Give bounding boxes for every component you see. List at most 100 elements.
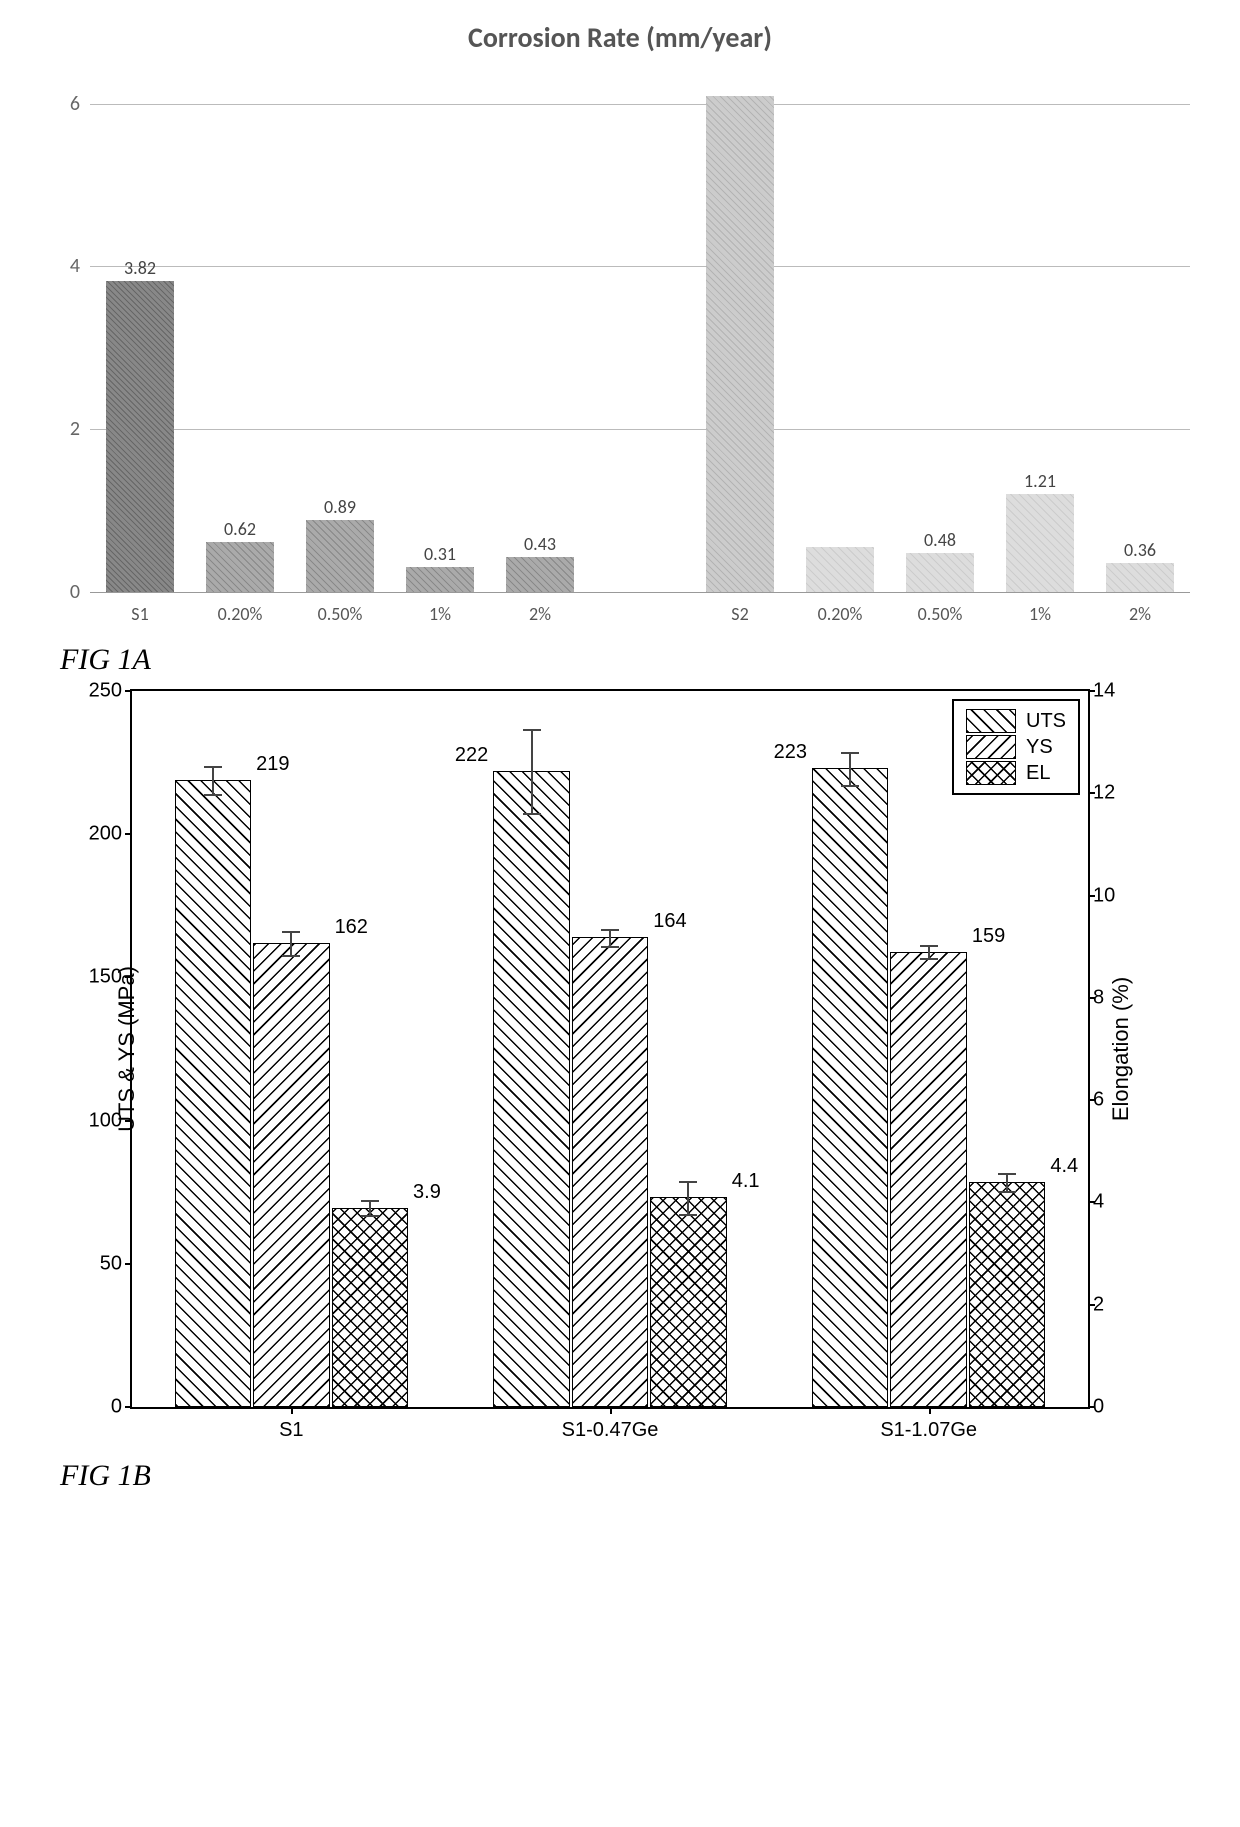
chart2-ytick-right: 12 [1093, 782, 1133, 805]
chart2-bar-ys: 162 [253, 943, 329, 1407]
chart2-bar-value: 162 [335, 916, 368, 939]
legend-row: UTS [966, 709, 1066, 733]
chart1-xlabel: S1 [90, 593, 190, 633]
chart2-bar-value: 3.9 [413, 1181, 441, 1204]
error-bar [928, 945, 930, 960]
chart2-bar-value: 222 [455, 744, 488, 767]
chart1-plot-area: 02463.820.620.890.310.430.481.210.36 S10… [90, 63, 1190, 633]
chart1-bar: 0.36 [1106, 563, 1174, 592]
chart1-bar-value: 0.62 [224, 518, 256, 540]
chart1-xlabel: 1% [390, 593, 490, 633]
chart1-ytick: 4 [50, 254, 80, 278]
chart1-bar: 0.89 [306, 520, 374, 592]
chart2-xlabel: S1 [132, 1419, 451, 1442]
chart2-bar-uts: 223 [812, 768, 888, 1407]
chart2-ytick-left: 0 [82, 1396, 122, 1419]
chart2-legend: UTS YS EL [952, 699, 1080, 795]
legend-row: YS [966, 735, 1066, 759]
chart2-bar-value: 159 [972, 925, 1005, 948]
chart1-bar-slot: 0.36 [1090, 63, 1190, 592]
corrosion-chart: Corrosion Rate (mm/year) 0 2 4 6 3.82 0.62 0.8… [30, 20, 1210, 633]
chart1-bar [706, 96, 774, 592]
legend-label: UTS [1026, 710, 1066, 733]
chart1-ytick: 2 [50, 417, 80, 441]
chart2-bar-value: 164 [653, 910, 686, 933]
chart1-bar: 0.48 [906, 553, 974, 592]
chart1-bar [806, 547, 874, 592]
chart1-bar-slot: 0.62 [190, 63, 290, 592]
chart1-bar: 1.21 [1006, 494, 1074, 592]
chart2-ytick-left: 150 [82, 966, 122, 989]
chart1-bar-slot: 3.82 [90, 63, 190, 592]
chart1-xlabel: 0.50% [290, 593, 390, 633]
legend-row: EL [966, 761, 1066, 785]
chart2-ytick-right: 14 [1093, 680, 1133, 703]
mechanical-properties-chart: UTS & YS (MPa) Elongation (%) 2191623.92… [30, 689, 1210, 1409]
chart1-xlabel: 2% [1090, 593, 1190, 633]
chart1-xlabel: 2% [490, 593, 590, 633]
chart2-ytick-left: 200 [82, 823, 122, 846]
chart1-bar-value: 1.21 [1024, 470, 1056, 492]
chart2-group: 2231594.4 [769, 691, 1088, 1407]
chart2-xlabel: S1-1.07Ge [769, 1419, 1088, 1442]
chart2-bar-value: 219 [256, 753, 289, 776]
chart2-bar-ys: 159 [890, 952, 966, 1407]
error-bar [369, 1200, 371, 1217]
legend-label: EL [1026, 762, 1050, 785]
chart1-bar-slot [690, 63, 790, 592]
chart2-ytick-right: 10 [1093, 884, 1133, 907]
chart1-bar-value: 0.89 [324, 496, 356, 518]
chart1-bar: 3.82 [106, 281, 174, 592]
chart2-bar-ys: 164 [572, 937, 648, 1407]
chart2-group: 2191623.9 [132, 691, 451, 1407]
error-bar [687, 1181, 689, 1217]
chart2-bar-value: 4.1 [732, 1170, 760, 1193]
chart1-bar-value: 0.48 [924, 529, 956, 551]
chart2-bar-el: 4.4 [969, 1182, 1045, 1407]
legend-swatch [966, 761, 1016, 785]
legend-label: YS [1026, 736, 1053, 759]
error-bar [212, 766, 214, 796]
chart1-bar-slot: 0.89 [290, 63, 390, 592]
chart1-bar-value: 0.43 [524, 533, 556, 555]
figure-1a-label: FIG 1A [60, 643, 1210, 677]
figure-1b-label: FIG 1B [60, 1459, 1210, 1493]
error-bar [609, 929, 611, 948]
chart1-xlabel: 0.20% [790, 593, 890, 633]
chart2-group: 2221644.1 [451, 691, 770, 1407]
chart2-ytick-right: 4 [1093, 1191, 1133, 1214]
chart1-bar-slot [790, 63, 890, 592]
legend-swatch [966, 709, 1016, 733]
chart2-ytick-left: 100 [82, 1109, 122, 1132]
chart2-ytick-left: 50 [82, 1252, 122, 1275]
chart1-bar-slot: 0.48 [890, 63, 990, 592]
legend-swatch [966, 735, 1016, 759]
chart2-bar-el: 4.1 [650, 1197, 726, 1407]
chart1-bar-value: 0.36 [1124, 539, 1156, 561]
chart1-xlabel: 0.50% [890, 593, 990, 633]
chart2-ytick-left: 250 [82, 680, 122, 703]
error-bar [1006, 1173, 1008, 1192]
chart1-bar-value: 0.31 [424, 543, 456, 565]
chart1-title: Corrosion Rate (mm/year) [30, 20, 1210, 55]
error-bar [531, 729, 533, 815]
chart2-bar-uts: 222 [493, 771, 569, 1407]
chart1-bar: 0.31 [406, 567, 474, 592]
chart1-xlabel: 1% [990, 593, 1090, 633]
chart1-bar-slot: 0.31 [390, 63, 490, 592]
chart2-plot-area: UTS & YS (MPa) Elongation (%) 2191623.92… [130, 689, 1090, 1409]
chart2-xlabel: S1-0.47Ge [451, 1419, 770, 1442]
chart2-bar-value: 223 [774, 741, 807, 764]
chart1-xlabel: S2 [690, 593, 790, 633]
chart1-bar-slot: 0.43 [490, 63, 590, 592]
chart1-ytick: 0 [50, 580, 80, 604]
chart1-ytick: 6 [50, 92, 80, 116]
chart1-bar: 0.62 [206, 542, 274, 592]
chart2-bar-value: 4.4 [1050, 1155, 1078, 1178]
chart1-bar: 0.43 [506, 557, 574, 592]
chart2-bar-el: 3.9 [332, 1208, 408, 1407]
chart2-ytick-right: 8 [1093, 986, 1133, 1009]
chart2-ytick-right: 6 [1093, 1089, 1133, 1112]
chart2-ytick-right: 0 [1093, 1396, 1133, 1419]
chart2-ytick-right: 2 [1093, 1293, 1133, 1316]
